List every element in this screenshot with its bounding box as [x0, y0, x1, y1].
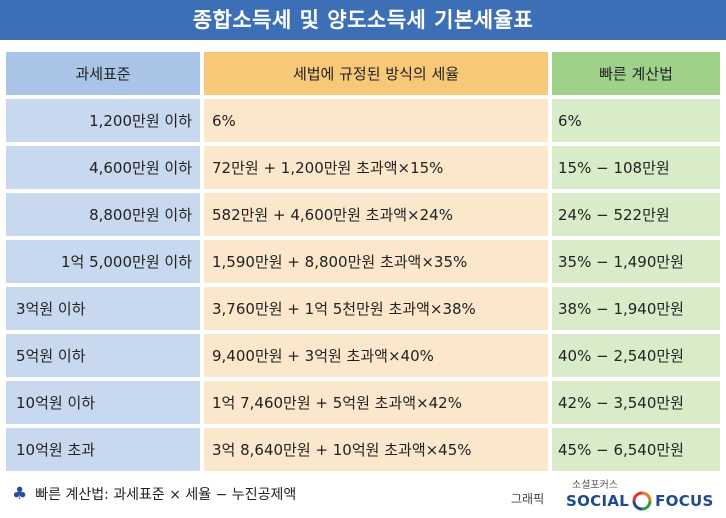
header-tax-base: 과세표준: [6, 52, 200, 95]
table-row: 3억원 이하 3,760만원 + 1억 5천만원 초과액×38% 38% − 1,9…: [6, 287, 720, 330]
brand-left: SOCIAL: [566, 492, 630, 510]
tax-base-cell: 1억 5,000만원 이하: [6, 240, 200, 283]
quick-calc-cell: 35% − 1,490만원: [552, 240, 720, 283]
brand-right: FOCUS: [655, 492, 714, 510]
table-row: 4,600만원 이하 72만원 + 1,200만원 초과액×15% 15% − 10…: [6, 146, 720, 189]
page-title: 종합소득세 및 양도소득세 기본세율표: [0, 0, 726, 40]
brand-name: SOCIAL FOCUS: [566, 491, 716, 511]
table-row: 10억원 이하 1억 7,460만원 + 5억원 초과액×42% 42% − 3,5…: [6, 381, 720, 424]
quick-calc-cell: 38% − 1,940만원: [552, 287, 720, 330]
quick-calc-cell: 40% − 2,540만원: [552, 334, 720, 377]
footnote-text: 빠른 계산법: 과세표준 × 세율 − 누진공제액: [35, 487, 297, 503]
table-header-row: 과세표준 세법에 규정된 방식의 세율 빠른 계산법: [6, 52, 720, 95]
table-row: 8,800만원 이하 582만원 + 4,600만원 초과액×24% 24% − 5…: [6, 193, 720, 236]
club-icon: ♣: [12, 484, 28, 504]
tax-base-cell: 4,600만원 이하: [6, 146, 200, 189]
brand-subtitle: 소셜포커스: [572, 480, 618, 491]
brand-logo: 소셜포커스 SOCIAL FOCUS: [566, 476, 716, 511]
statutory-rate-cell: 3,760만원 + 1억 5천만원 초과액×38%: [204, 287, 548, 330]
statutory-rate-cell: 6%: [204, 99, 548, 142]
table-row: 10억원 초과 3억 8,640만원 + 10억원 초과액×45% 45% − 6,…: [6, 428, 720, 471]
graphic-credit: 그래픽: [511, 492, 545, 506]
tax-base-cell: 10억원 초과: [6, 428, 200, 471]
tax-base-cell: 8,800만원 이하: [6, 193, 200, 236]
statutory-rate-cell: 1억 7,460만원 + 5억원 초과액×42%: [204, 381, 548, 424]
quick-calc-cell: 15% − 108만원: [552, 146, 720, 189]
focus-logo-icon: [632, 491, 652, 511]
table-row: 1억 5,000만원 이하 1,590만원 + 8,800만원 초과액×35% 35…: [6, 240, 720, 283]
statutory-rate-cell: 1,590만원 + 8,800만원 초과액×35%: [204, 240, 548, 283]
tax-base-cell: 3억원 이하: [6, 287, 200, 330]
tax-base-cell: 5억원 이하: [6, 334, 200, 377]
table-body: 1,200만원 이하 6% 6% 4,600만원 이하 72만원 + 1,200만원 초…: [6, 99, 720, 471]
tax-rate-table: 과세표준 세법에 규정된 방식의 세율 빠른 계산법 1,200만원 이하 6% 6…: [6, 52, 720, 475]
table-row: 5억원 이하 9,400만원 + 3억원 초과액×40% 40% − 2,540만원: [6, 334, 720, 377]
quick-calc-cell: 6%: [552, 99, 720, 142]
statutory-rate-cell: 9,400만원 + 3억원 초과액×40%: [204, 334, 548, 377]
quick-calc-cell: 24% − 522만원: [552, 193, 720, 236]
tax-base-cell: 10억원 이하: [6, 381, 200, 424]
statutory-rate-cell: 72만원 + 1,200만원 초과액×15%: [204, 146, 548, 189]
table-row: 1,200만원 이하 6% 6%: [6, 99, 720, 142]
footnote: ♣ 빠른 계산법: 과세표준 × 세율 − 누진공제액: [12, 484, 296, 504]
quick-calc-cell: 42% − 3,540만원: [552, 381, 720, 424]
statutory-rate-cell: 3억 8,640만원 + 10억원 초과액×45%: [204, 428, 548, 471]
tax-base-cell: 1,200만원 이하: [6, 99, 200, 142]
header-quick-calc: 빠른 계산법: [552, 52, 720, 95]
statutory-rate-cell: 582만원 + 4,600만원 초과액×24%: [204, 193, 548, 236]
header-statutory-rate: 세법에 규정된 방식의 세율: [204, 52, 548, 95]
quick-calc-cell: 45% − 6,540만원: [552, 428, 720, 471]
